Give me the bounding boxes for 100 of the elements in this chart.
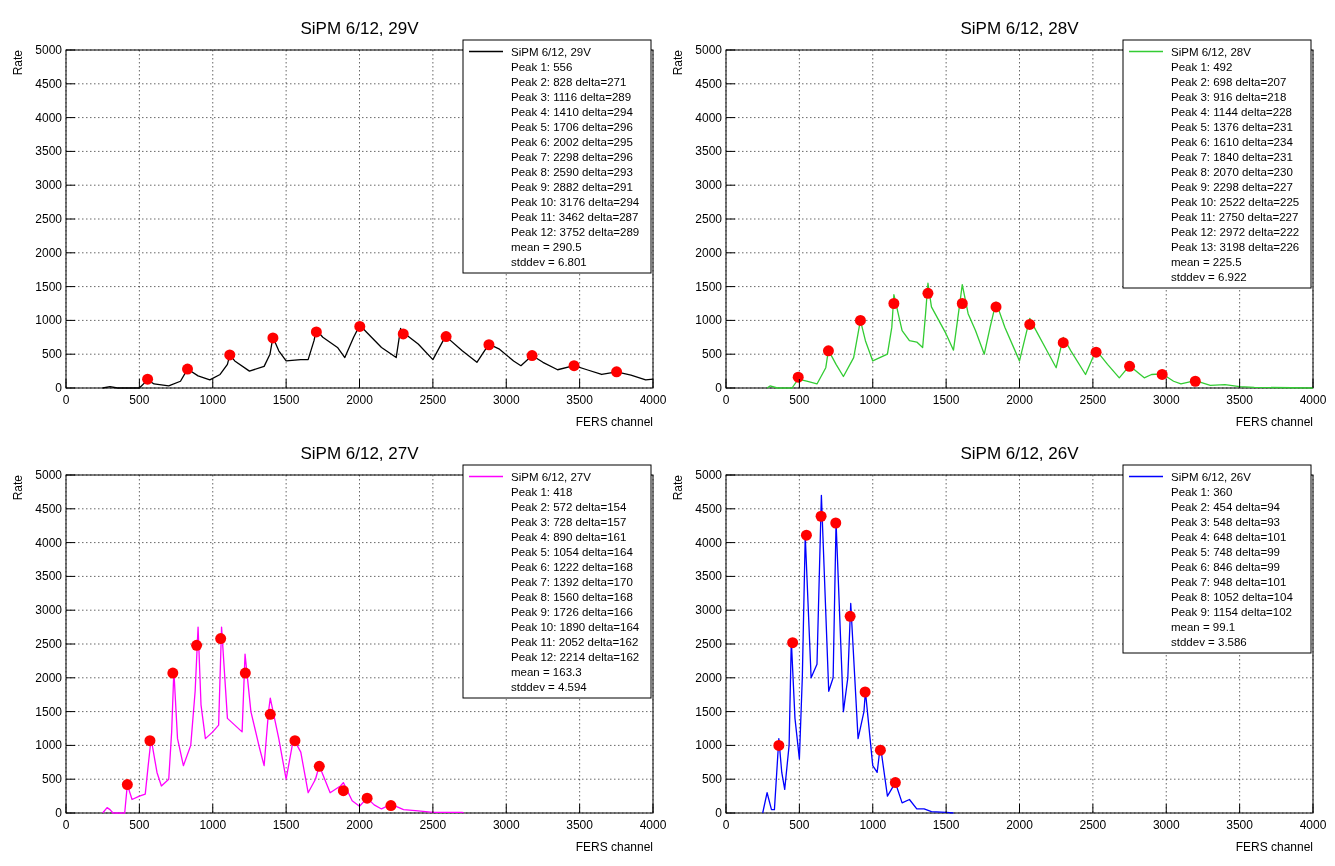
point: [611, 366, 623, 378]
y-tick-label: 2500: [695, 212, 723, 226]
y-tick-label: 1000: [35, 738, 63, 753]
annotation: Peak 3: 548 delta=93: [1171, 515, 1281, 528]
point: [191, 639, 203, 651]
point: [1189, 375, 1201, 387]
point: [990, 301, 1002, 313]
point: [956, 298, 968, 309]
point: [182, 363, 194, 375]
y-tick-label: 5000: [35, 43, 63, 57]
y-tick-label: 5000: [695, 43, 723, 57]
x-tick-label: 2500: [1079, 393, 1107, 407]
annotation: Peak 1: 418: [511, 485, 573, 498]
y-tick-label: 2000: [695, 670, 723, 685]
x-tick-label: 3500: [566, 818, 594, 832]
point: [224, 349, 236, 361]
point: [313, 760, 325, 772]
x-tick-label: 3000: [1152, 818, 1180, 832]
y-tick-label: 3500: [695, 144, 723, 159]
point: [239, 667, 251, 679]
annotation: Peak 12: 2214 delta=162: [511, 650, 640, 663]
annotation: stddev = 4.594: [511, 680, 588, 693]
point: [889, 777, 901, 789]
y-tick-label: 4000: [35, 110, 63, 125]
annotation: Peak 9: 1726 delta=166: [511, 605, 633, 618]
y-tick-label: 3000: [695, 178, 723, 193]
y-tick-label: 4500: [695, 76, 723, 91]
point: [337, 785, 349, 797]
y-tick-label: 2500: [35, 637, 63, 651]
annotation: Peak 4: 1410 delta=294: [511, 105, 634, 118]
x-tick-label: 500: [789, 818, 810, 832]
annotation: Peak 7: 948 delta=101: [1171, 575, 1287, 588]
y-tick-label: 2500: [35, 212, 63, 226]
annotation: stddev = 6.922: [1171, 270, 1247, 283]
point: [167, 667, 179, 679]
y-tick-label: 0: [715, 381, 723, 395]
annotation: Peak 2: 572 delta=154: [511, 500, 628, 513]
x-tick-label: 2500: [419, 818, 447, 832]
y-tick-label: 4500: [695, 501, 723, 516]
chart-title: SiPM 6/12, 26V: [960, 444, 1080, 463]
y-tick-label: 3000: [695, 603, 723, 618]
annotation: Peak 10: 2522 delta=225: [1171, 195, 1300, 208]
annotation: Peak 6: 1610 delta=234: [1171, 135, 1294, 148]
annotation: Peak 6: 1222 delta=168: [511, 560, 633, 573]
line-series: [766, 282, 1314, 389]
annotation: Peak 3: 916 delta=218: [1171, 90, 1287, 103]
point: [215, 633, 227, 645]
point: [1024, 318, 1036, 330]
point: [822, 345, 834, 357]
annotation: Peak 8: 2070 delta=230: [1171, 165, 1293, 178]
point: [310, 326, 322, 338]
x-tick-label: 3500: [1226, 393, 1254, 407]
x-tick-label: 2500: [419, 393, 447, 407]
point: [354, 320, 366, 332]
x-tick-label: 500: [129, 393, 150, 407]
y-tick-label: 500: [701, 347, 723, 362]
annotation: Peak 2: 698 delta=207: [1171, 75, 1287, 88]
point: [568, 360, 580, 372]
x-tick-label: 4000: [1299, 393, 1327, 407]
annotation: Peak 4: 648 delta=101: [1171, 530, 1287, 543]
point: [264, 708, 276, 720]
y-tick-label: 4500: [35, 501, 63, 516]
annotation: Peak 12: 3752 delta=289: [511, 225, 640, 238]
annotation: Peak 1: 492: [1171, 60, 1233, 73]
legend-label: SiPM 6/12, 27V: [511, 470, 592, 483]
annotation: stddev = 6.801: [511, 255, 587, 268]
x-tick-label: 2000: [1006, 393, 1034, 407]
point: [1156, 368, 1168, 380]
line-series: [102, 626, 465, 814]
y-tick-label: 4000: [695, 110, 723, 125]
point: [844, 610, 856, 622]
point: [144, 735, 156, 747]
x-axis-title: FERS channel: [575, 415, 653, 429]
annotation: Peak 8: 1560 delta=168: [511, 590, 633, 603]
chart-title: SiPM 6/12, 29V: [300, 19, 420, 38]
point: [815, 510, 827, 522]
y-tick-label: 500: [701, 772, 723, 787]
point: [526, 350, 538, 362]
y-tick-label: 1000: [695, 738, 723, 753]
y-tick-label: 1000: [695, 313, 723, 328]
annotation: Peak 9: 2882 delta=291: [511, 180, 633, 193]
y-tick-label: 4000: [35, 535, 63, 550]
x-tick-label: 3000: [1152, 393, 1180, 407]
point: [397, 328, 409, 340]
y-tick-label: 0: [715, 806, 723, 820]
legend-label: SiPM 6/12, 28V: [1171, 45, 1252, 58]
x-tick-label: 500: [129, 818, 150, 832]
point: [800, 529, 812, 541]
point: [142, 373, 154, 385]
annotation: Peak 3: 728 delta=157: [511, 515, 627, 528]
y-tick-label: 2000: [35, 670, 63, 685]
point: [1124, 360, 1136, 372]
annotation: Peak 10: 1890 delta=164: [511, 620, 640, 633]
annotation: Peak 6: 846 delta=99: [1171, 560, 1281, 573]
annotation: Peak 7: 2298 delta=296: [511, 150, 633, 163]
x-tick-label: 3000: [492, 393, 520, 407]
annotation: mean = 99.1: [1171, 620, 1236, 633]
y-tick-label: 4500: [35, 76, 63, 91]
y-tick-label: 1500: [35, 279, 63, 294]
annotation: Peak 5: 1376 delta=231: [1171, 120, 1293, 133]
